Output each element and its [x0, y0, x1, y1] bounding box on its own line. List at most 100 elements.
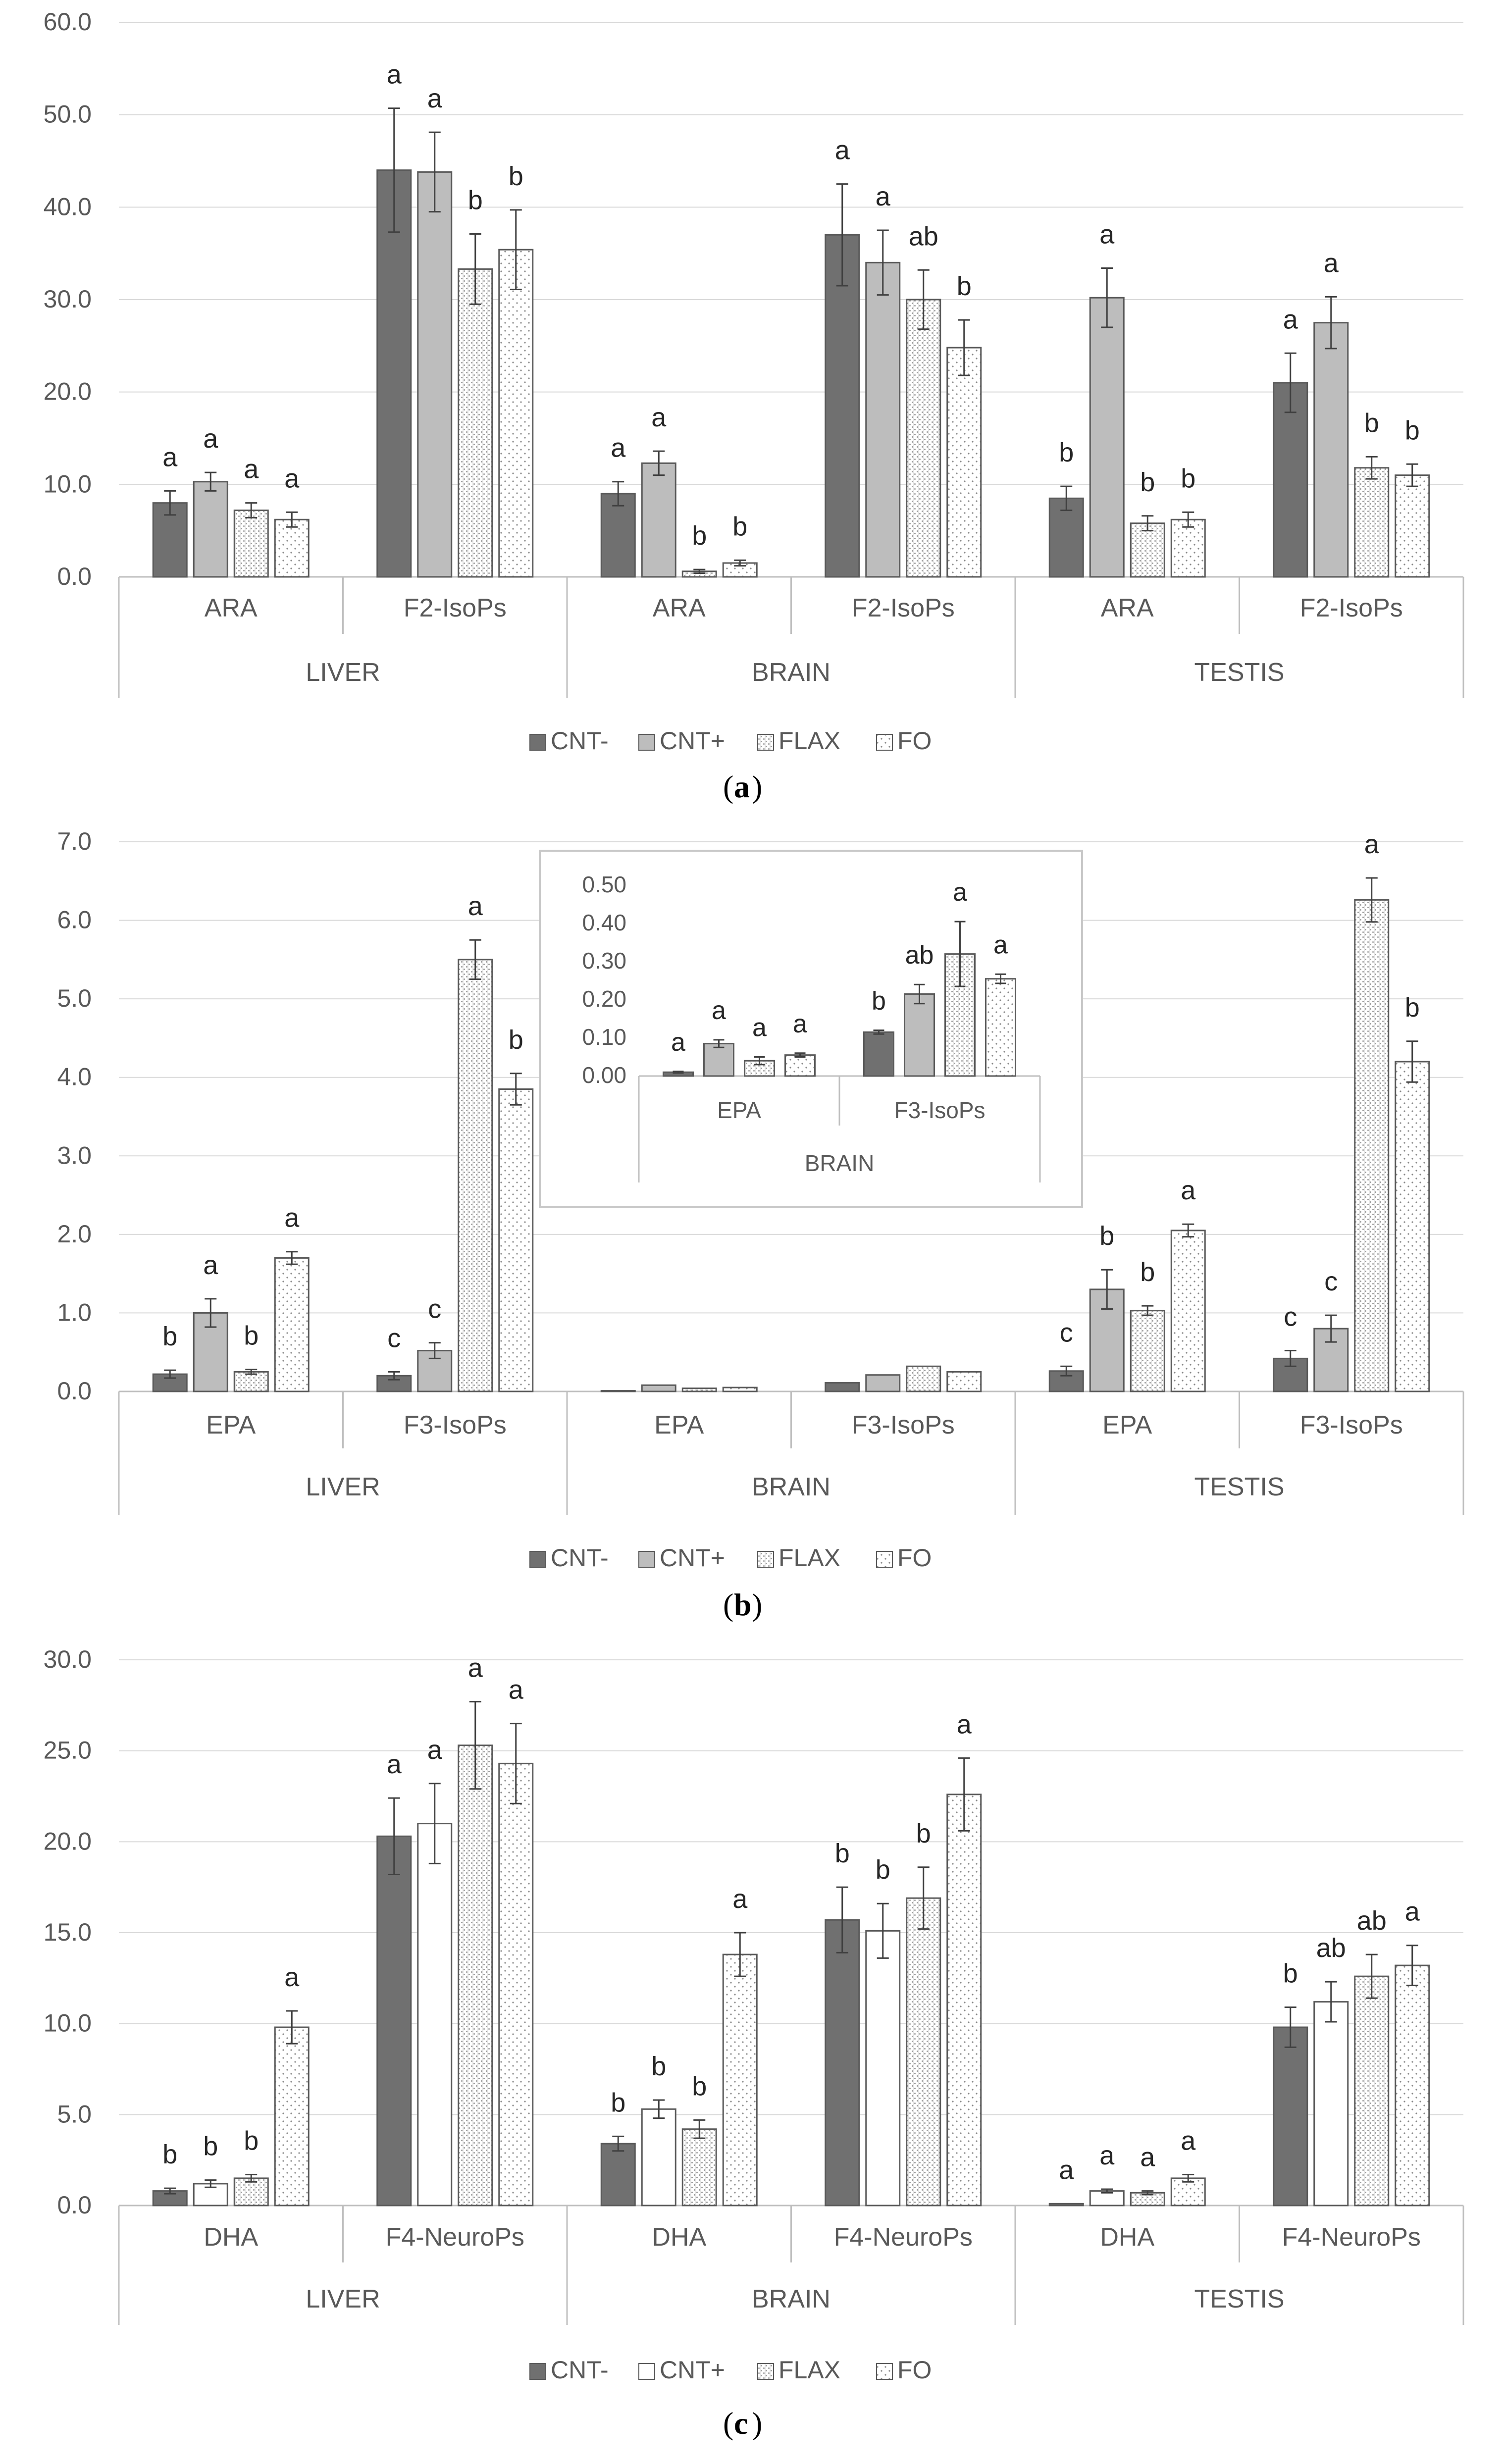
bar: [1170, 518, 1206, 578]
bar: [458, 1745, 493, 2207]
significance-letter: a: [1099, 2141, 1115, 2170]
significance-letter: b: [957, 271, 972, 301]
y-tick-label: 30.0: [44, 285, 92, 313]
significance-letter: a: [1140, 2143, 1155, 2172]
inset-y-tick-label: 0.00: [582, 1062, 626, 1088]
bar: [1395, 1964, 1430, 2207]
bar: [1130, 1310, 1165, 1392]
significance-letter: a: [203, 424, 218, 454]
category-label: DHA: [204, 2223, 258, 2252]
bar: [1354, 467, 1390, 578]
significance-letter: a: [732, 1884, 748, 1914]
significance-letter: a: [427, 84, 443, 113]
bar: [417, 171, 453, 578]
significance-letter: a: [509, 1675, 524, 1705]
significance-letter: b: [1099, 1221, 1114, 1251]
category-label: ARA: [1101, 594, 1154, 622]
significance-letter: a: [284, 463, 300, 493]
bar: [458, 268, 493, 578]
bar: [600, 2143, 636, 2207]
inset-significance-letter: a: [793, 1010, 807, 1038]
significance-letter: a: [1324, 248, 1339, 278]
bar: [946, 1794, 982, 2207]
legend-label: CNT-: [551, 1544, 609, 1572]
panel-label-close: ): [752, 1587, 762, 1622]
bar: [825, 1382, 860, 1392]
significance-letter: a: [835, 136, 850, 165]
significance-letter: a: [284, 1203, 300, 1233]
significance-letter: b: [203, 2132, 218, 2161]
panel-label-close: ): [752, 769, 762, 804]
significance-letter: b: [876, 1855, 890, 1885]
significance-letter: a: [957, 1709, 972, 1739]
bar: [722, 1953, 758, 2207]
category-label: ARA: [653, 594, 706, 622]
inset-y-tick-label: 0.30: [582, 948, 626, 974]
significance-letter: b: [1405, 415, 1420, 445]
y-tick-label: 15.0: [44, 1918, 92, 1946]
legend-swatch-0: [529, 734, 546, 751]
bar: [1048, 497, 1084, 578]
significance-letter: b: [509, 161, 523, 191]
significance-letter: a: [468, 891, 483, 921]
panel-label-letter: b: [734, 1587, 752, 1622]
chart-panel-b: 0.0 1.0 2.0 3.0 4.0 5.0 6.0 7.0 EPA F3-IsoPs EPA F3…: [57, 827, 1464, 1622]
legend-label: FLAX: [778, 2356, 840, 2384]
significance-letter: b: [692, 2071, 707, 2101]
bar: [1313, 322, 1349, 578]
legend-swatch-3: [876, 734, 893, 751]
legend-swatch-3: [876, 2363, 893, 2380]
category-label: ARA: [205, 594, 258, 622]
significance-letter: a: [1099, 220, 1115, 250]
category-label: F4-NeuroPs: [834, 2223, 973, 2252]
significance-letter: a: [1364, 829, 1380, 859]
panel-label-letter: c: [734, 2406, 748, 2441]
legend-swatch-1: [638, 2363, 655, 2380]
significance-letter: b: [1181, 463, 1195, 493]
group-label: BRAIN: [752, 2285, 830, 2313]
group-label: TESTIS: [1194, 2285, 1284, 2313]
y-tick-label: 50.0: [44, 101, 92, 128]
bar: [1354, 899, 1390, 1392]
legend-label: FO: [897, 2356, 932, 2384]
legend-swatch-0: [529, 1551, 546, 1568]
inset-y-tick-label: 0.50: [582, 872, 626, 897]
inset-group-label: BRAIN: [805, 1150, 875, 1176]
group-label: BRAIN: [752, 1473, 830, 1501]
bar: [1313, 2001, 1349, 2207]
category-label: DHA: [652, 2223, 706, 2252]
inset-significance-letter: a: [993, 930, 1008, 959]
y-tick-label: 60.0: [44, 8, 92, 36]
inset-bar: [904, 993, 935, 1077]
significance-letter: a: [611, 433, 626, 463]
significance-letter: a: [1405, 1897, 1420, 1927]
y-tick-label: 2.0: [57, 1220, 92, 1248]
significance-letter: c: [1060, 1318, 1073, 1347]
bar: [417, 1823, 453, 2207]
significance-letter: b: [692, 521, 707, 551]
significance-letter: b: [1405, 993, 1420, 1023]
legend-swatch-2: [757, 2363, 774, 2380]
significance-letter: b: [1364, 408, 1379, 438]
significance-letter: b: [509, 1025, 523, 1055]
bar: [152, 502, 188, 578]
significance-letter: b: [244, 2126, 259, 2156]
legend-label: FO: [897, 727, 932, 755]
significance-letter: ab: [909, 221, 938, 251]
category-label: F3-IsoPs: [404, 1411, 507, 1439]
chart-panel-c: 0.0 5.0 10.0 15.0 20.0 25.0 30.0 DHA F4-NeuroPs D…: [44, 1645, 1464, 2441]
bar: [600, 1389, 636, 1392]
legend-swatch-2: [757, 1551, 774, 1568]
significance-letter: b: [732, 512, 747, 541]
significance-letter: b: [1283, 1959, 1298, 1989]
legend-label: CNT+: [660, 727, 725, 755]
panel-label-open: (: [723, 1587, 733, 1622]
category-label: F4-NeuroPs: [1282, 2223, 1421, 2252]
y-tick-label: 5.0: [57, 984, 92, 1012]
significance-letter: a: [1283, 305, 1298, 334]
significance-letter: ab: [1316, 1933, 1346, 1963]
bar: [906, 1897, 941, 2207]
bar: [1089, 297, 1125, 578]
y-tick-label: 6.0: [57, 906, 92, 934]
